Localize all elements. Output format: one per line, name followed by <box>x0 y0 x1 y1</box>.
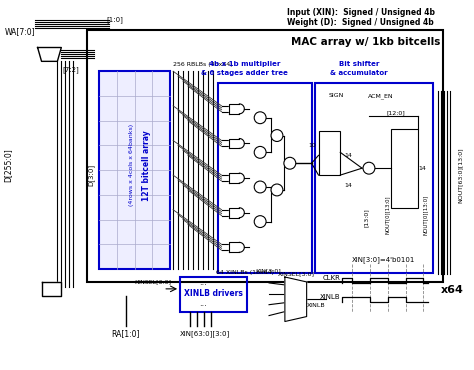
Text: ACM_EN: ACM_EN <box>368 93 393 99</box>
Text: Weight (D):  Signed / Unsigned 4b: Weight (D): Signed / Unsigned 4b <box>287 18 434 27</box>
Bar <box>315 83 433 273</box>
Bar <box>218 83 311 273</box>
Polygon shape <box>42 282 61 296</box>
Text: XIN[3:0]=4'b0101: XIN[3:0]=4'b0101 <box>352 256 416 263</box>
Text: 64 XINLBs (1bx64): 64 XINLBs (1bx64) <box>216 270 274 275</box>
Text: [1:0]: [1:0] <box>107 16 124 23</box>
Text: XINLB: XINLB <box>319 294 340 300</box>
Text: ...: ... <box>199 299 207 308</box>
Text: ...: ... <box>199 279 207 287</box>
Polygon shape <box>229 208 239 218</box>
Polygon shape <box>37 47 61 61</box>
Polygon shape <box>229 138 239 148</box>
Text: 10: 10 <box>309 143 317 148</box>
Text: XINLB: XINLB <box>307 303 326 308</box>
Text: NOUT[63:0][13:0]: NOUT[63:0][13:0] <box>457 147 463 203</box>
Circle shape <box>254 147 266 158</box>
Text: Bit shifter: Bit shifter <box>339 61 379 67</box>
Text: [7:2]: [7:2] <box>63 66 80 73</box>
Text: 14: 14 <box>344 182 352 188</box>
Text: CLKR: CLKR <box>322 275 340 281</box>
Bar <box>99 71 170 269</box>
Text: MAC array w/ 1kb bitcells: MAC array w/ 1kb bitcells <box>292 37 441 47</box>
Text: 12T bitcell array: 12T bitcell array <box>142 130 151 201</box>
Bar <box>87 30 443 282</box>
Text: (4rows x 4cols x 64banks): (4rows x 4cols x 64banks) <box>129 124 134 206</box>
Text: XINLB drivers: XINLB drivers <box>184 289 243 298</box>
Circle shape <box>254 181 266 193</box>
Text: RA[1:0]: RA[1:0] <box>111 329 140 338</box>
Text: 14: 14 <box>419 166 426 171</box>
Text: 4b x 1b multiplier: 4b x 1b multiplier <box>209 61 280 67</box>
Bar <box>391 129 419 208</box>
Text: XIN[3:0]: XIN[3:0] <box>256 269 282 273</box>
Bar <box>180 277 247 312</box>
Circle shape <box>271 130 283 141</box>
Text: D[3:0]: D[3:0] <box>88 164 94 186</box>
Polygon shape <box>229 104 239 114</box>
Text: 14: 14 <box>344 153 352 158</box>
Circle shape <box>363 162 375 174</box>
Polygon shape <box>229 173 239 183</box>
Text: 256 RBLBs (4bx64): 256 RBLBs (4bx64) <box>173 62 233 67</box>
Bar <box>319 131 340 175</box>
Circle shape <box>254 216 266 228</box>
Circle shape <box>271 184 283 196</box>
Text: x64: x64 <box>441 285 464 295</box>
Text: D[255:0]: D[255:0] <box>3 148 12 182</box>
Text: NOUT[0][13:0]: NOUT[0][13:0] <box>385 195 390 234</box>
Text: XIN[63:0][3:0]: XIN[63:0][3:0] <box>180 330 230 337</box>
Circle shape <box>284 157 296 169</box>
Text: Input (XIN):  Signed / Unsigned 4b: Input (XIN): Signed / Unsigned 4b <box>287 9 435 17</box>
Circle shape <box>254 112 266 124</box>
Text: & accumulator: & accumulator <box>330 70 388 76</box>
Text: [12:0]: [12:0] <box>386 110 405 115</box>
Text: NOUT[0][13:0]: NOUT[0][13:0] <box>423 195 428 235</box>
Text: XINSEL[3:0]: XINSEL[3:0] <box>135 279 172 285</box>
Text: SIGN: SIGN <box>328 94 344 98</box>
Polygon shape <box>229 242 239 252</box>
Text: [13:0]: [13:0] <box>364 208 368 227</box>
Text: & 6 stages adder tree: & 6 stages adder tree <box>201 70 288 76</box>
Polygon shape <box>285 277 307 322</box>
Text: WA[7:0]: WA[7:0] <box>5 27 36 36</box>
Text: XINSEL[3:0]: XINSEL[3:0] <box>278 272 315 276</box>
